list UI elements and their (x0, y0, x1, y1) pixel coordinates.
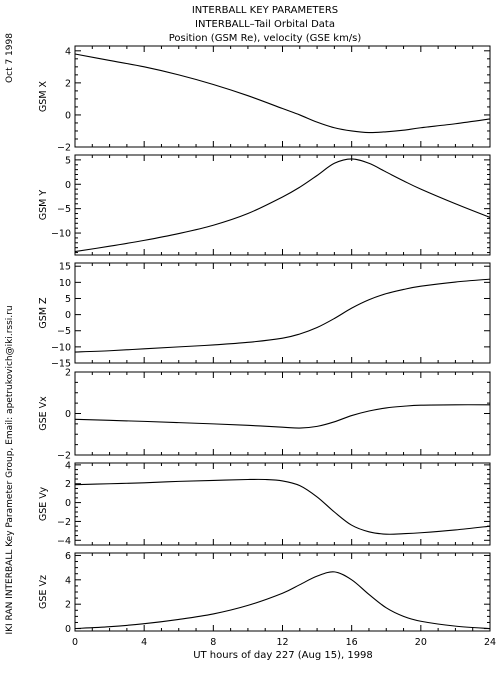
panel-gse-vy: −4 −2 0 2 4 GSE Vy (38, 460, 491, 547)
y-axis-label: GSE Vx (38, 396, 49, 431)
x-tick-label: 12 (276, 637, 288, 648)
series-line (74, 278, 491, 353)
y-tick-label: 0 (65, 110, 71, 121)
series-line (74, 158, 491, 253)
y-tick-label: 4 (65, 575, 71, 586)
x-axis-label: UT hours of day 227 (Aug 15), 1998 (193, 650, 373, 661)
y-tick-label: −15 (51, 359, 71, 370)
y-tick-label: 4 (65, 460, 71, 471)
y-tick-label: 0 (65, 624, 71, 635)
figure-subtitle-2: Position (GSM Re), velocity (GSE km/s) (169, 33, 362, 44)
panel-frame (74, 45, 491, 148)
panel-gsm-x: −2 0 2 4 GSM X (38, 45, 491, 154)
y-tick-label: 0 (65, 310, 71, 321)
y-tick-label: 5 (65, 294, 71, 305)
figure-subtitle: INTERBALL–Tail Orbital Data (195, 19, 335, 30)
y-tick-label: 2 (65, 368, 71, 379)
y-tick-label: 0 (65, 498, 71, 509)
y-tick-label: 2 (65, 600, 71, 611)
y-tick-label: 2 (65, 479, 71, 490)
panel-frame (74, 552, 491, 632)
series-line (74, 571, 491, 630)
x-tick-label: 4 (141, 637, 147, 648)
y-tick-label: −10 (51, 229, 71, 240)
y-axis-label: GSM Y (38, 190, 49, 221)
panel-gse-vz: 0 2 4 6 GSE Vz (38, 551, 491, 635)
y-tick-label: 15 (59, 262, 71, 273)
y-tick-label: 5 (65, 155, 71, 166)
x-tick-label: 24 (484, 637, 496, 648)
series-line (74, 478, 491, 535)
panel-frame (74, 154, 491, 256)
y-tick-label: −2 (57, 143, 71, 154)
y-tick-label: −2 (57, 517, 71, 528)
x-tick-label: 8 (210, 637, 216, 648)
y-axis-label: GSE Vz (38, 575, 49, 609)
y-tick-label: 6 (65, 551, 71, 562)
panel-gse-vx: −2 0 2 GSE Vx (38, 368, 491, 462)
y-axis-label: GSM Z (38, 297, 49, 329)
y-tick-label: −10 (51, 342, 71, 353)
panel-frame (74, 371, 491, 456)
y-tick-label: −5 (57, 326, 71, 337)
credit-line: IKI RAN INTERBALL Key Parameter Group, E… (5, 305, 15, 634)
y-tick-label: 0 (65, 409, 71, 420)
y-tick-label: −2 (57, 451, 71, 462)
y-tick-label: 4 (65, 46, 71, 57)
y-tick-label: −5 (57, 204, 71, 215)
panel-gsm-y: −10 −5 0 5 GSM Y (38, 154, 491, 256)
panel-frame (74, 262, 491, 364)
x-tick-label: 20 (415, 637, 427, 648)
y-tick-label: 10 (59, 278, 71, 289)
panel-gsm-z: −15 −10 −5 0 5 10 15 GSM Z (38, 262, 491, 370)
y-tick-label: 2 (65, 78, 71, 89)
x-tick-label: 0 (72, 637, 78, 648)
date-stamp: Oct 7 1998 (5, 33, 15, 83)
y-axis-label: GSE Vy (38, 486, 49, 521)
y-axis-label: GSM X (38, 80, 49, 112)
y-tick-label: −4 (57, 536, 71, 547)
y-tick-label: 0 (65, 180, 71, 191)
series-line (74, 53, 491, 134)
series-line (74, 404, 491, 429)
x-tick-label: 16 (346, 637, 358, 648)
figure-title: INTERBALL KEY PARAMETERS (192, 5, 338, 16)
